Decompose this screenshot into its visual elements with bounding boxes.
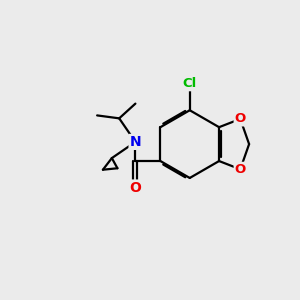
Text: O: O [130, 181, 141, 194]
Text: Cl: Cl [183, 77, 197, 90]
Text: N: N [130, 135, 141, 149]
Text: O: O [235, 163, 246, 176]
Text: O: O [235, 112, 246, 125]
